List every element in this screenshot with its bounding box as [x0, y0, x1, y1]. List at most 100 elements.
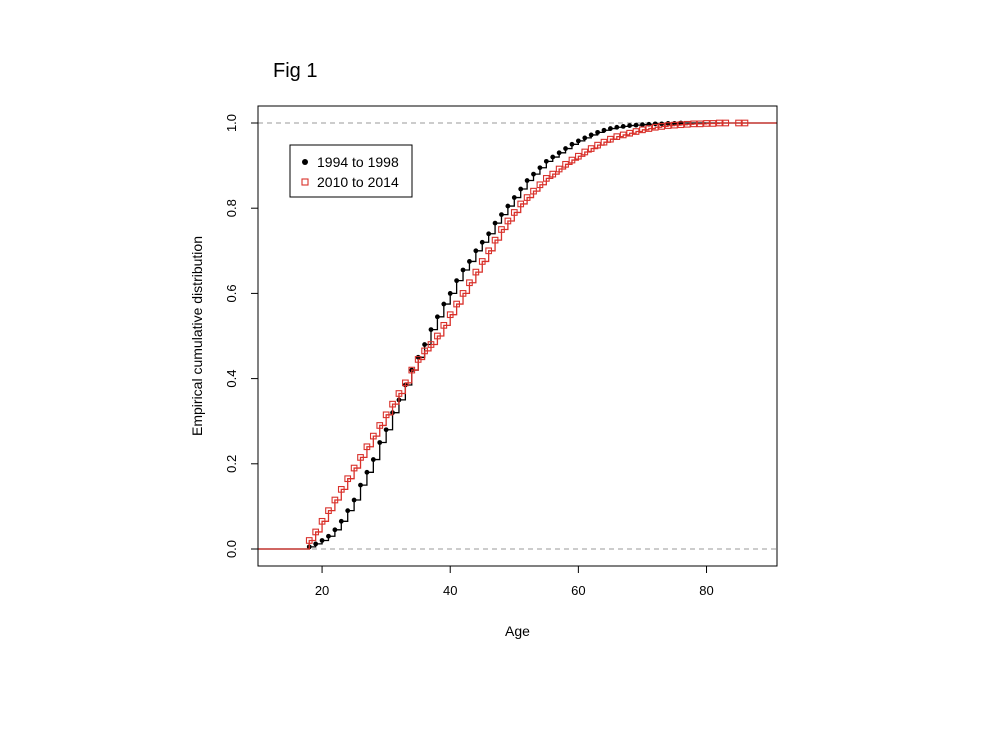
data-point — [510, 209, 518, 216]
data-point — [555, 165, 563, 173]
data-point — [633, 122, 639, 128]
data-point — [486, 231, 492, 237]
data-point — [376, 422, 384, 429]
data-point — [537, 165, 543, 171]
data-point — [421, 347, 428, 355]
data-point — [690, 120, 698, 128]
data-point — [531, 171, 536, 177]
legend-marker-1994-to-1998 — [302, 159, 308, 165]
data-point — [530, 187, 537, 195]
data-point — [594, 141, 601, 149]
data-point — [658, 123, 666, 130]
data-point — [550, 154, 556, 160]
legend: 1994 to 1998 2010 to 2014 — [289, 144, 413, 198]
data-point — [485, 247, 493, 255]
data-point — [549, 170, 557, 178]
data-point — [722, 119, 730, 127]
data-point — [492, 220, 498, 226]
legend-label-1994-to-1998: 1994 to 1998 — [317, 154, 399, 170]
data-point — [588, 132, 594, 138]
data-point — [504, 217, 512, 225]
data-point — [505, 203, 511, 209]
legend-marker-2010-to-2014 — [301, 178, 309, 186]
data-point — [735, 119, 742, 127]
data-point — [613, 133, 621, 140]
data-point — [326, 533, 331, 539]
data-point — [523, 194, 531, 201]
data-point — [639, 126, 646, 134]
data-point — [338, 518, 344, 524]
data-point — [454, 278, 460, 284]
data-point — [601, 127, 607, 133]
data-point — [459, 290, 467, 297]
data-point — [478, 258, 486, 265]
data-point — [313, 541, 319, 547]
data-point — [664, 122, 672, 129]
data-point — [363, 443, 371, 451]
data-point — [620, 124, 626, 129]
series-1 — [258, 119, 777, 550]
figure-label: Fig 1 — [273, 60, 318, 82]
x-tick-label: 20 — [315, 583, 329, 598]
legend-box — [289, 144, 413, 198]
data-point — [569, 141, 575, 147]
x-tick-label: 40 — [443, 583, 457, 598]
data-point — [453, 300, 460, 308]
data-point — [491, 236, 499, 244]
data-point — [608, 126, 613, 131]
data-point — [467, 259, 472, 264]
data-point — [607, 135, 614, 143]
data-point — [651, 123, 659, 131]
legend-label-2010-to-2014: 2010 to 2014 — [317, 174, 399, 190]
y-tick-label: 0.8 — [224, 199, 239, 217]
data-point — [587, 145, 595, 152]
data-point — [383, 427, 389, 433]
data-point — [460, 267, 466, 273]
data-point — [683, 120, 691, 128]
data-point — [473, 248, 479, 254]
data-point — [652, 121, 658, 127]
data-point — [479, 239, 485, 245]
data-point — [677, 121, 685, 129]
data-point — [389, 400, 396, 408]
y-tick-label: 0.2 — [224, 455, 239, 473]
data-point — [671, 121, 678, 129]
data-point — [369, 432, 377, 440]
data-point — [435, 314, 440, 320]
data-point — [626, 129, 633, 137]
data-point — [305, 537, 313, 544]
data-point — [441, 301, 447, 307]
data-point — [627, 123, 633, 128]
data-point — [364, 469, 370, 475]
data-point — [325, 507, 332, 515]
data-point — [422, 342, 427, 347]
data-point — [536, 181, 544, 189]
data-point — [408, 366, 416, 374]
series-step-line-1 — [258, 122, 777, 550]
data-point — [466, 279, 473, 287]
data-point — [370, 457, 376, 462]
data-point — [696, 120, 704, 128]
y-axis: 0.0 0.2 0.4 0.6 0.8 1.0 — [224, 114, 258, 558]
data-point — [524, 178, 530, 183]
data-point — [428, 327, 434, 333]
data-point — [575, 152, 582, 160]
data-point — [543, 158, 549, 164]
data-point — [619, 131, 627, 139]
data-point — [447, 291, 453, 296]
y-axis-title: Empirical cumulative distribution — [189, 236, 205, 436]
data-point — [402, 379, 409, 387]
data-point — [446, 311, 454, 319]
data-point — [582, 135, 588, 141]
y-tick-label: 0.0 — [224, 540, 239, 558]
data-point — [709, 120, 717, 127]
series-layer — [258, 119, 777, 550]
y-tick-label: 1.0 — [224, 114, 239, 132]
data-point — [332, 527, 338, 533]
data-point — [434, 332, 441, 340]
data-point — [395, 390, 403, 397]
data-point — [600, 138, 608, 146]
y-tick-label: 0.4 — [224, 370, 239, 388]
data-point — [511, 195, 517, 200]
